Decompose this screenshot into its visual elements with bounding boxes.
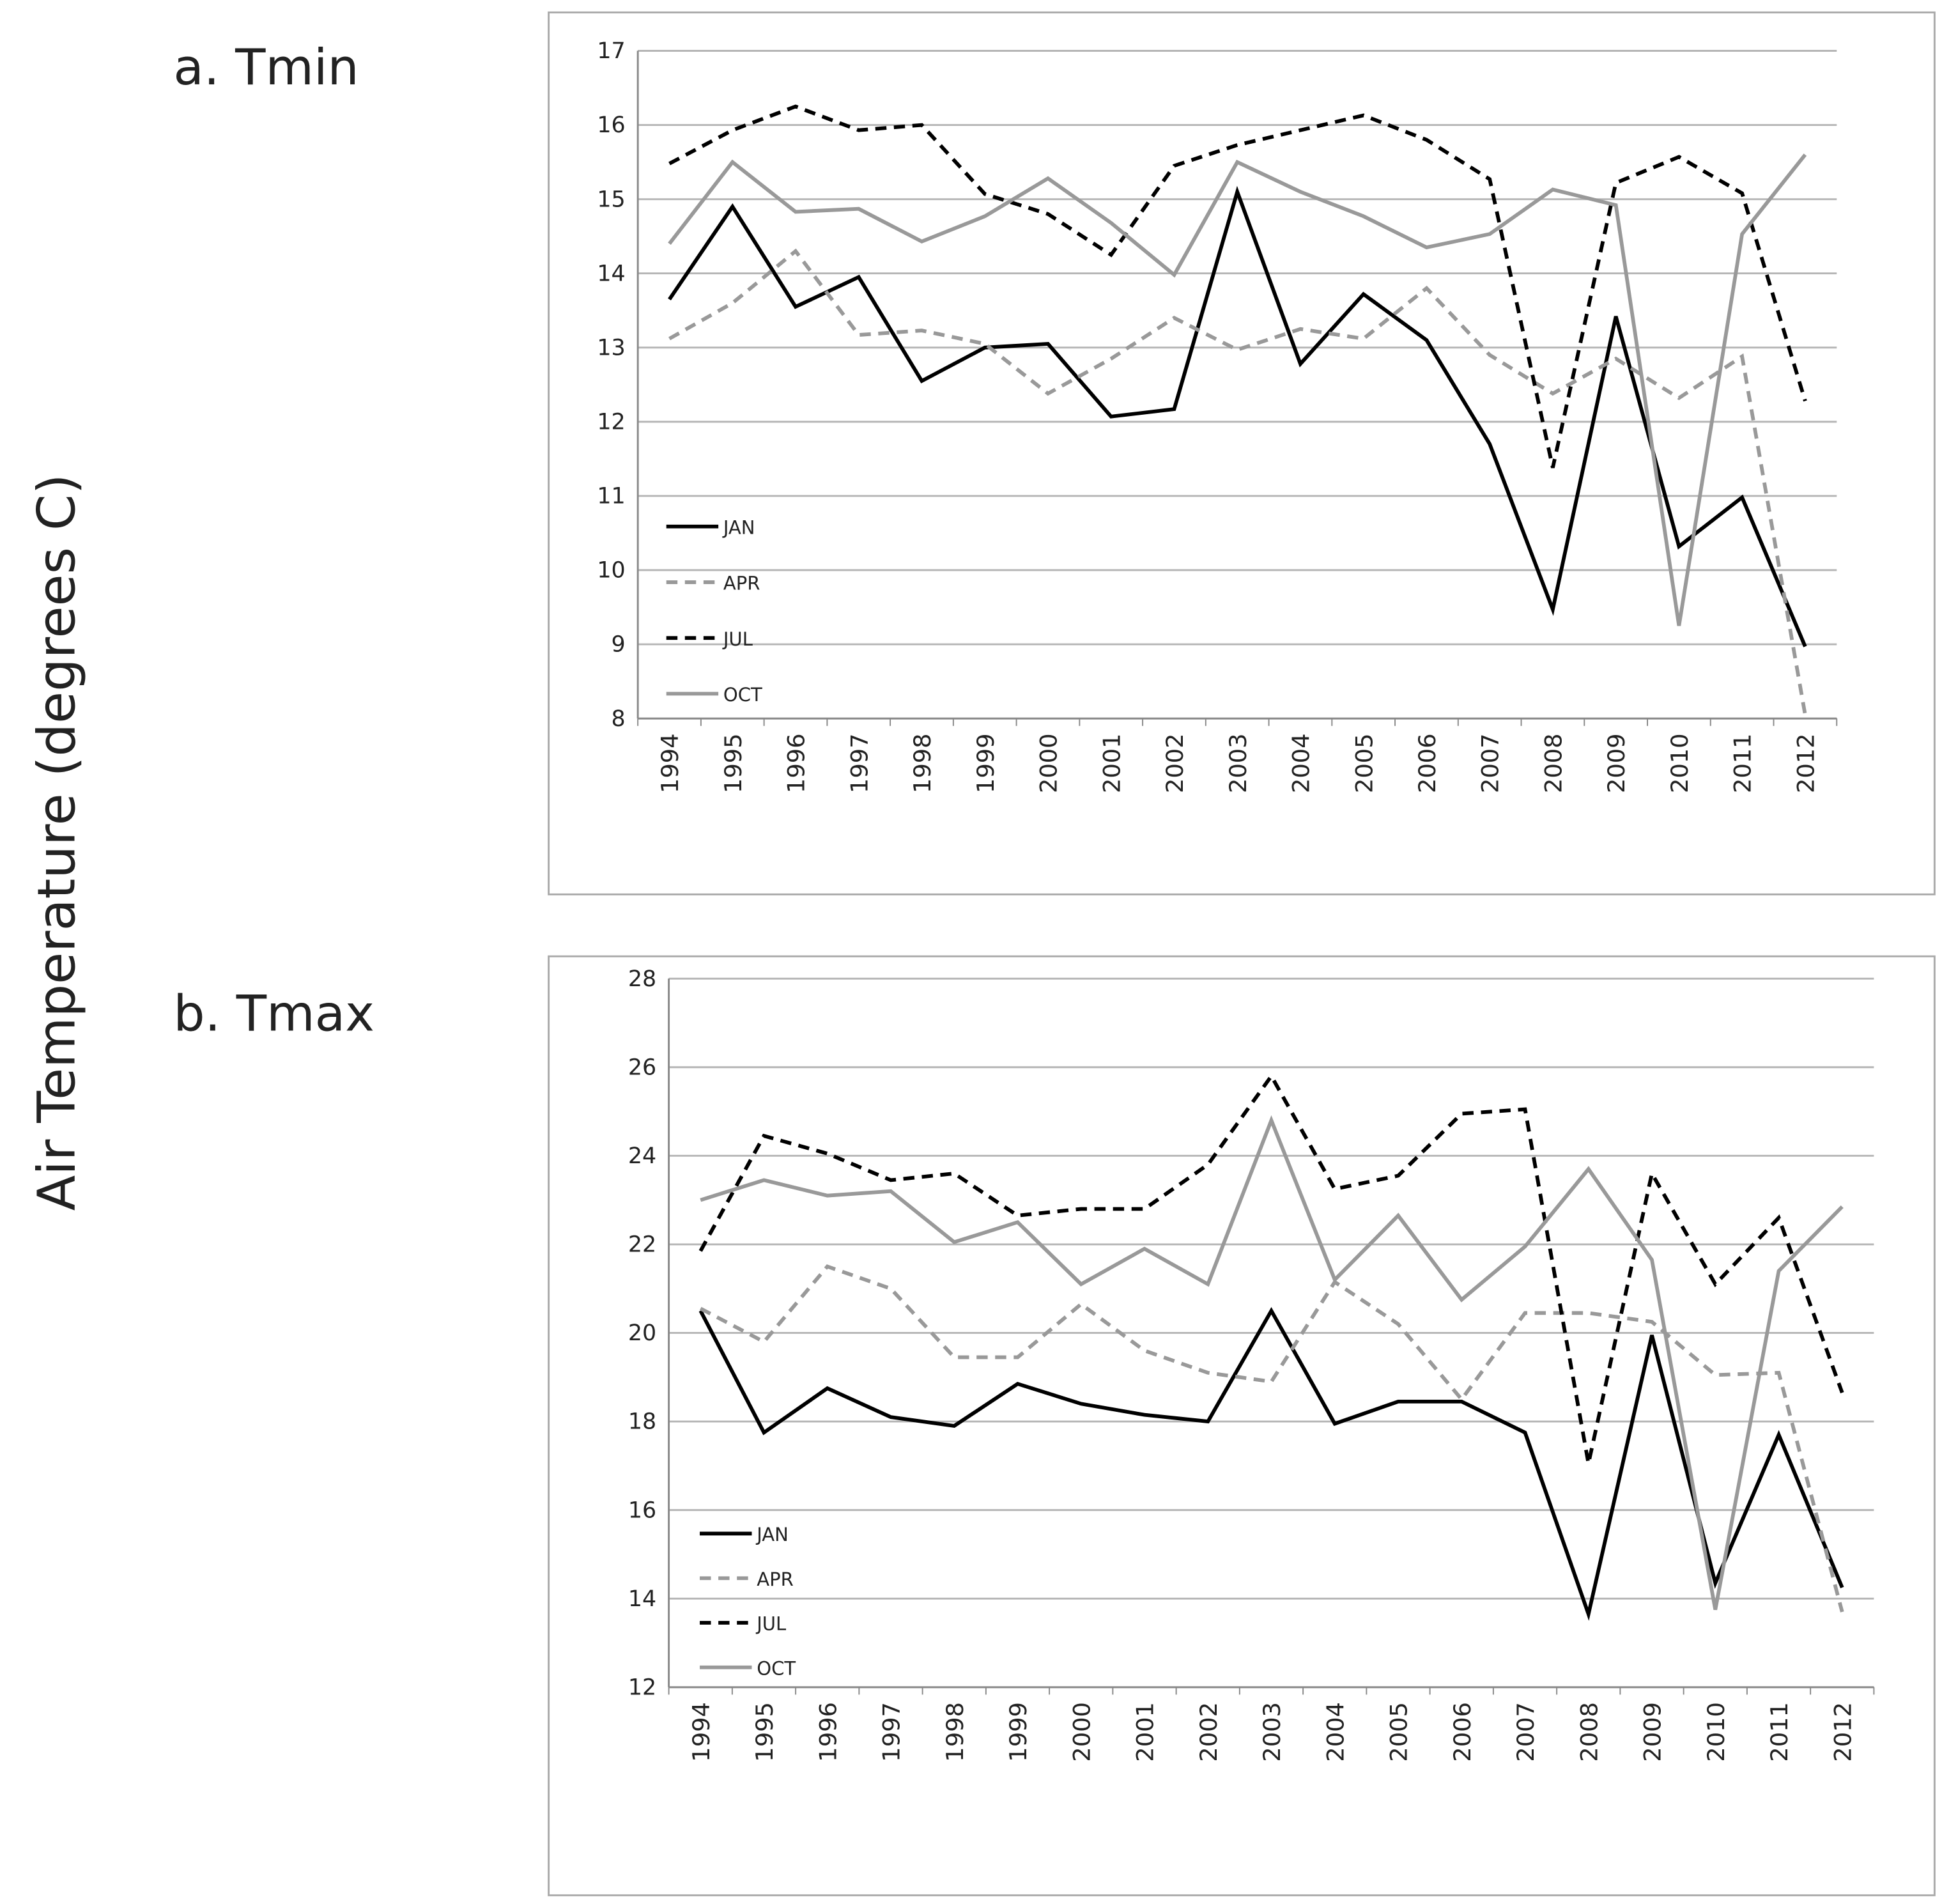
- data-line: [668, 248, 1807, 715]
- legend-label: JUL: [722, 628, 753, 650]
- legend-label: JAN: [722, 516, 755, 538]
- x-tick-label: 1996: [814, 1702, 842, 1762]
- x-tick-label: 2005: [1385, 1702, 1413, 1762]
- chart-panel: a. Tmin 8 9 10 11 12 13 14 15 16 17 1994 1995 1996 199…: [173, 11, 1936, 895]
- y-tick-label: 13: [597, 335, 625, 360]
- y-tick-label: 22: [628, 1232, 656, 1258]
- y-tick-label: 14: [597, 261, 625, 286]
- y-axis-label: Air Temperature (degrees C): [26, 474, 87, 1211]
- x-tick-label: 1999: [972, 733, 999, 793]
- x-tick-label: 2000: [1035, 733, 1063, 793]
- x-tick-label: 2002: [1161, 733, 1189, 793]
- chart-title: b. Tmax: [173, 986, 374, 1043]
- y-tick-label: 8: [612, 706, 626, 732]
- x-tick-label: 1997: [878, 1702, 905, 1762]
- y-tick-label: 16: [628, 1498, 656, 1523]
- x-tick-label: 2005: [1350, 733, 1378, 793]
- x-tick-label: 1999: [1005, 1702, 1032, 1762]
- x-tick-label: 2006: [1449, 1702, 1476, 1762]
- y-tick-label: 16: [597, 112, 625, 138]
- y-tick-label: 24: [628, 1143, 656, 1169]
- y-tick-label: 12: [628, 1675, 656, 1700]
- x-tick-label: 2002: [1195, 1702, 1222, 1762]
- chart-frame: [548, 955, 1936, 1896]
- data-line: [698, 1306, 1844, 1621]
- y-tick-label: 14: [628, 1586, 656, 1612]
- legend-label: OCT: [723, 684, 762, 706]
- y-tick-label: 18: [628, 1409, 656, 1435]
- chart-title: a. Tmin: [173, 39, 358, 97]
- x-tick-label: 1997: [845, 733, 873, 793]
- data-line: [668, 185, 1807, 647]
- x-tick-label: 2007: [1512, 1702, 1539, 1762]
- x-tick-label: 2001: [1098, 733, 1125, 793]
- y-tick-label: 9: [612, 632, 626, 658]
- legend-label: JUL: [755, 1613, 787, 1635]
- legend-label: APR: [723, 573, 760, 594]
- x-tick-label: 2007: [1477, 733, 1504, 793]
- chart-panel: b. Tmax 12 14 16 18 20 22 24 26 28 1994 1995 1996 199…: [173, 955, 1936, 1896]
- legend-label: APR: [757, 1568, 794, 1590]
- y-tick-label: 12: [597, 409, 625, 435]
- x-tick-label: 2012: [1829, 1702, 1856, 1762]
- y-tick-label: 28: [628, 966, 656, 992]
- y-tick-label: 11: [597, 484, 625, 509]
- x-tick-label: 2006: [1414, 733, 1441, 793]
- x-tick-label: 2000: [1068, 1702, 1095, 1762]
- x-tick-label: 1995: [720, 733, 747, 793]
- x-tick-label: 1994: [656, 733, 684, 793]
- data-line: [668, 153, 1807, 626]
- x-tick-label: 2003: [1258, 1702, 1286, 1762]
- y-tick-label: 15: [597, 187, 625, 212]
- data-line: [698, 1072, 1844, 1464]
- x-tick-label: 2008: [1575, 1702, 1603, 1762]
- y-tick-label: 26: [628, 1055, 656, 1080]
- y-tick-label: 17: [597, 38, 625, 64]
- chart-frame: [548, 11, 1936, 895]
- x-tick-label: 2010: [1702, 1702, 1730, 1762]
- data-line: [699, 1264, 1844, 1613]
- x-tick-label: 2010: [1666, 733, 1693, 793]
- x-tick-label: 2003: [1224, 733, 1252, 793]
- x-tick-label: 2004: [1288, 733, 1315, 793]
- x-tick-label: 1995: [751, 1702, 778, 1762]
- y-tick-label: 20: [628, 1320, 656, 1346]
- x-tick-label: 2012: [1792, 733, 1819, 793]
- x-tick-label: 2011: [1766, 1702, 1793, 1762]
- legend-label: OCT: [757, 1657, 796, 1679]
- x-tick-label: 1998: [909, 733, 936, 793]
- data-line: [700, 1115, 1844, 1611]
- x-tick-label: 2009: [1639, 1702, 1667, 1762]
- x-tick-label: 2008: [1539, 733, 1567, 793]
- x-tick-label: 1994: [688, 1702, 715, 1762]
- x-tick-label: 2009: [1603, 733, 1630, 793]
- legend-label: JAN: [755, 1524, 789, 1545]
- x-tick-label: 2004: [1322, 1702, 1349, 1762]
- x-tick-label: 2011: [1729, 733, 1757, 793]
- x-tick-label: 1996: [783, 733, 810, 793]
- x-tick-label: 1998: [941, 1702, 969, 1762]
- y-tick-label: 10: [597, 558, 625, 584]
- x-tick-label: 2001: [1132, 1702, 1159, 1762]
- data-line: [668, 104, 1807, 468]
